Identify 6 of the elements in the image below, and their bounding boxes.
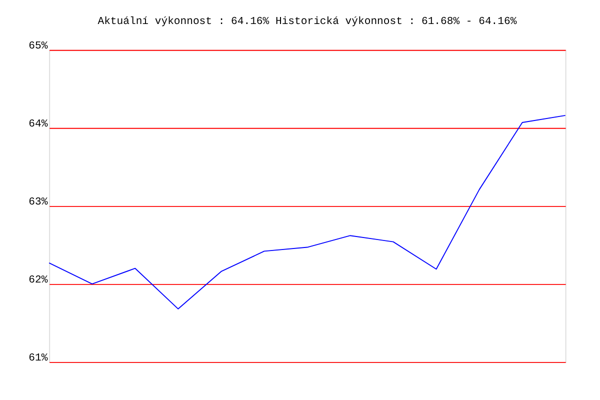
y-tick-label: 63% (28, 196, 48, 208)
y-tick-label: 64% (28, 118, 48, 130)
chart-title: Aktuální výkonnost : 64.16% Historická výkonnost : 61.68% - 64.16% (98, 16, 518, 28)
y-tick-label: 61% (28, 352, 48, 365)
y-tick-label: 62% (28, 274, 48, 287)
y-tick-label: 65% (28, 40, 48, 52)
